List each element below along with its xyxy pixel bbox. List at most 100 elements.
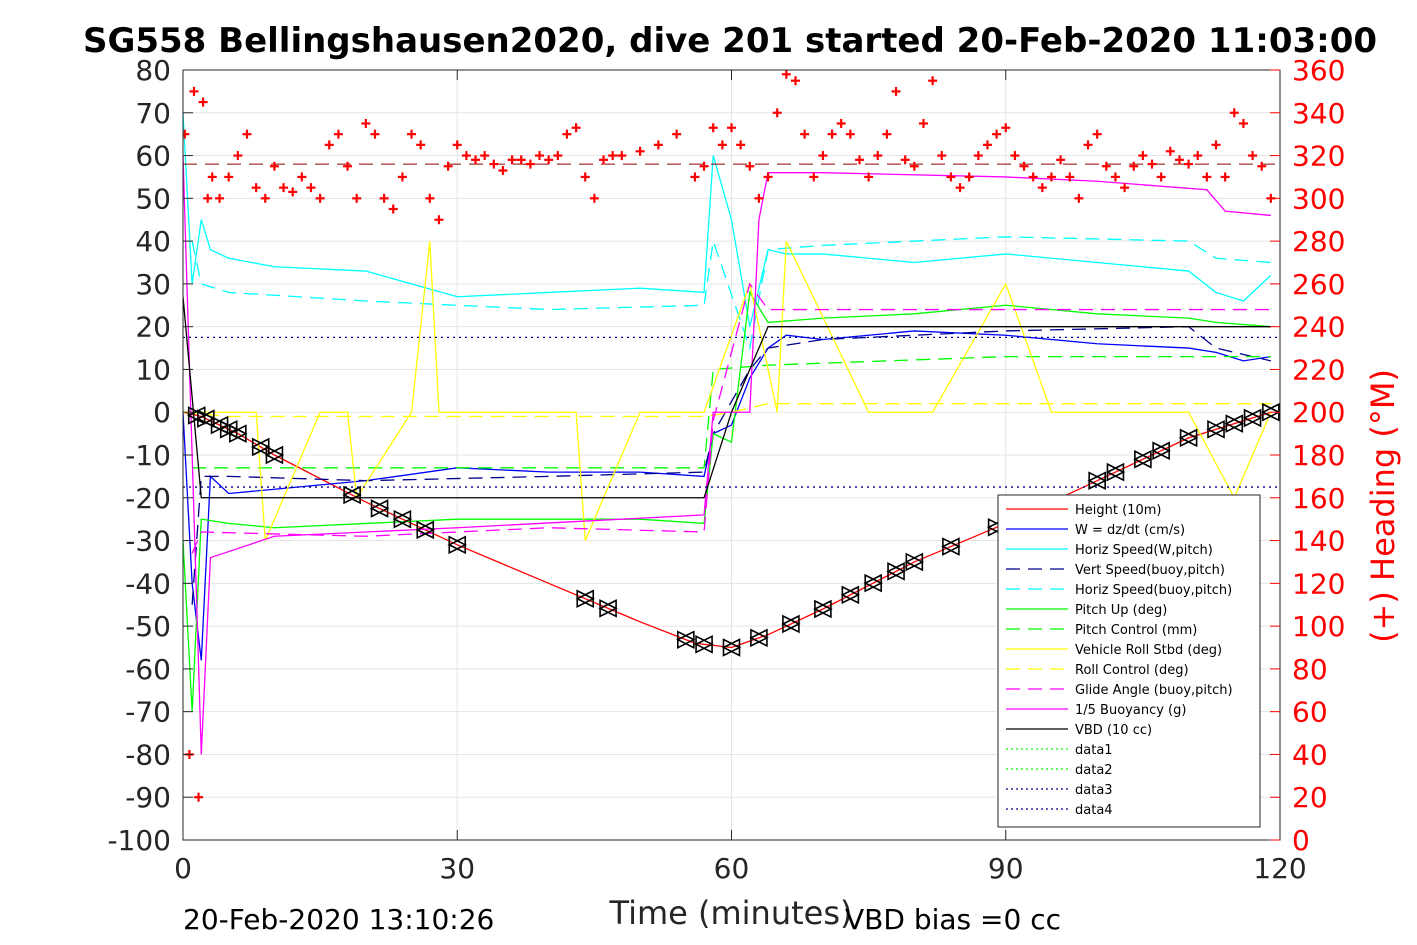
dive-marker: [392, 509, 413, 529]
footer-timestamp: 20-Feb-2020 13:10:26: [183, 903, 494, 936]
heading-point: [727, 123, 736, 133]
x-axis-label: Time (minutes): [609, 894, 853, 932]
dive-marker: [863, 573, 883, 593]
y-tick-label-left: -20: [125, 482, 171, 515]
heading-point: [1229, 108, 1239, 118]
dive-marker: [575, 589, 596, 609]
y-tick-label-left: -10: [125, 439, 171, 472]
heading-point: [297, 172, 307, 182]
y-tick-label-right: 300: [1292, 182, 1345, 215]
dive-marker: [250, 437, 271, 457]
dive-marker: [941, 537, 961, 556]
heading-point: [1010, 151, 1020, 161]
heading-point: [343, 161, 353, 171]
heading-point: [443, 161, 453, 171]
y-tick-label-left: -60: [125, 653, 171, 686]
y-tick-label-left: 30: [135, 268, 171, 301]
legend: Height (10m) W = dz/dt (cm/s) Horiz Speed(…: [997, 494, 1261, 828]
y-tick-label-left: 40: [135, 225, 171, 258]
heading-point: [1074, 193, 1084, 203]
dive-marker: [342, 485, 362, 505]
heading-point: [690, 172, 700, 182]
heading-point: [416, 140, 426, 150]
dive-marker: [886, 562, 906, 581]
heading-point: [937, 151, 947, 161]
heading-point: [955, 183, 965, 193]
heading-point: [873, 151, 883, 161]
heading-point: [589, 193, 599, 203]
dive-marker: [264, 445, 285, 465]
axes: 0 30 60 90 12080706050403020100-10-20-30-40-…: [107, 54, 1345, 885]
heading-point: [1193, 151, 1203, 161]
heading-point: [189, 86, 199, 96]
y-tick-label-right: 280: [1292, 225, 1345, 258]
heading-point: [1101, 161, 1111, 171]
y-tick-label-right: 140: [1292, 525, 1345, 558]
heading-point: [617, 151, 627, 161]
series-line-11: [183, 296, 1271, 499]
dive-marker: [813, 599, 833, 619]
legend-label: 1/5 Buoyancy (g): [1075, 703, 1186, 718]
heading-point: [1037, 183, 1047, 193]
heading-point: [315, 193, 325, 203]
heading-point: [1211, 140, 1221, 150]
heading-point: [1156, 172, 1166, 182]
legend-label: VBD (10 cc): [1075, 723, 1152, 738]
heading-point: [909, 161, 919, 171]
y-tick-label-right: 200: [1292, 396, 1345, 429]
heading-point: [361, 118, 371, 128]
heading-point: [242, 129, 252, 139]
heading-point: [425, 193, 435, 203]
heading-point: [854, 155, 864, 165]
heading-point: [1165, 146, 1175, 156]
heading-point: [1147, 159, 1157, 169]
chart-title: SG558 Bellingshausen2020, dive 201 start…: [83, 21, 1377, 61]
heading-point: [809, 172, 819, 182]
series-line-9: [191, 282, 1271, 554]
heading-point: [306, 183, 316, 193]
heading-point: [324, 140, 334, 150]
heading-point: [763, 172, 773, 182]
heading-point: [900, 155, 910, 165]
heading-point: [708, 123, 718, 133]
heading-point: [260, 193, 270, 203]
y-tick-label-right: 20: [1292, 781, 1328, 814]
x-tick-label: 60: [714, 852, 750, 885]
heading-point: [1056, 155, 1066, 165]
heading-point: [717, 140, 727, 150]
heading-point: [507, 155, 517, 165]
y-tick-label-right: 60: [1292, 696, 1328, 729]
heading-point: [818, 151, 828, 161]
heading-point: [772, 108, 782, 118]
series-line-6: [192, 355, 1271, 469]
heading-point: [207, 172, 217, 182]
dive-marker: [415, 520, 436, 540]
series-line-1: [183, 330, 1271, 661]
series-line-10: [183, 155, 1271, 755]
dive-marker: [840, 585, 861, 605]
heading-point: [608, 151, 618, 161]
dive-marker: [749, 628, 769, 648]
dive-marker: [1151, 441, 1171, 461]
heading-point: [1202, 172, 1212, 182]
heading-point: [480, 151, 490, 161]
heading-point: [891, 86, 901, 96]
heading-point: [653, 140, 663, 150]
heading-point: [562, 129, 572, 139]
dive-marker: [1224, 414, 1245, 433]
y-tick-label-right: 120: [1292, 567, 1345, 600]
heading-point: [1248, 151, 1258, 161]
y-tick-label-left: -50: [125, 610, 171, 643]
heading-point: [461, 151, 471, 161]
series-line-7: [183, 240, 1272, 541]
heading-point: [279, 183, 289, 193]
y-tick-label-right: 40: [1292, 738, 1328, 771]
heading-point: [845, 129, 855, 139]
heading-point: [498, 166, 508, 176]
heading-point: [215, 193, 225, 203]
heading-point: [183, 129, 190, 139]
series-line-5: [183, 290, 1271, 712]
y-tick-label-left: 20: [135, 311, 171, 344]
y-tick-label-left: 10: [135, 353, 171, 386]
